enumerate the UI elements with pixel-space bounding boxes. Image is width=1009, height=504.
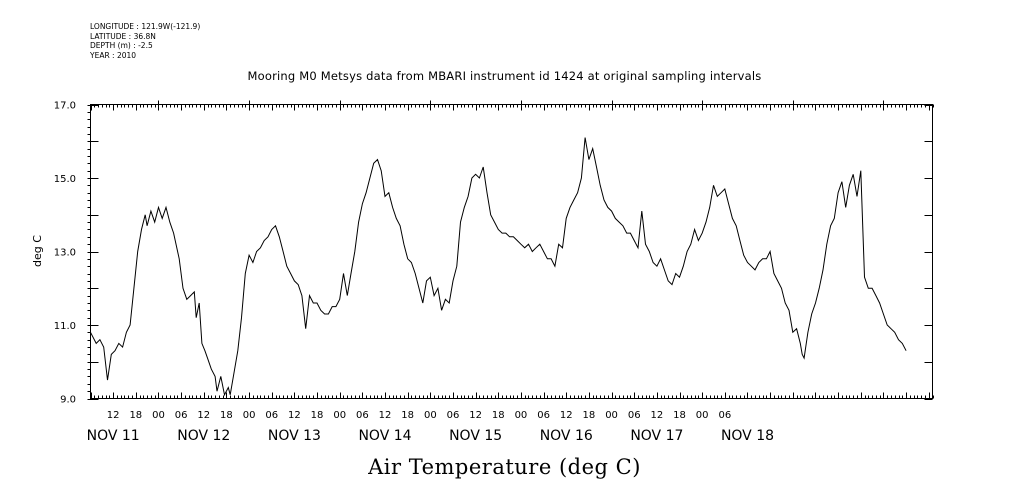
x-hour-label: 00 <box>605 410 618 421</box>
x-hour-label: 06 <box>718 410 731 421</box>
depth-text: DEPTH (m) : -2.5 <box>90 41 153 50</box>
x-hour-label: 18 <box>492 410 505 421</box>
x-hour-label: 12 <box>288 410 301 421</box>
y-tick-label: 13.0 <box>54 248 76 259</box>
x-hour-label: 00 <box>333 410 346 421</box>
x-hour-label: 18 <box>401 410 414 421</box>
x-hour-label: 00 <box>243 410 256 421</box>
location-metadata: LONGITUDE : 121.9W(-121.9) LATITUDE : 36… <box>90 22 200 60</box>
x-hour-label: 18 <box>673 410 686 421</box>
x-hour-label: 12 <box>469 410 482 421</box>
x-day-label: NOV 16 <box>540 428 593 444</box>
y-tick-labels: 9.0 11.0 13.0 15.0 17.0 <box>54 101 76 406</box>
x-hour-label: 18 <box>583 410 596 421</box>
y-tick-label: 15.0 <box>54 174 76 185</box>
x-hour-label: 12 <box>651 410 664 421</box>
x-day-label: NOV 15 <box>449 428 502 444</box>
x-hour-label: 06 <box>628 410 641 421</box>
x-hour-label: 18 <box>311 410 324 421</box>
x-hour-label: 06 <box>265 410 278 421</box>
y-tick-label: 9.0 <box>60 395 76 406</box>
x-hour-label: 00 <box>424 410 437 421</box>
x-day-label: NOV 11 <box>87 428 140 444</box>
axis-ticks <box>87 100 934 400</box>
x-hour-label: 00 <box>152 410 165 421</box>
x-hour-label: 06 <box>356 410 369 421</box>
x-day-label: NOV 13 <box>268 428 321 444</box>
y-axis-label: deg C <box>31 235 44 267</box>
x-hour-label: 12 <box>107 410 120 421</box>
x-day-label: NOV 17 <box>630 428 683 444</box>
chart-title: Mooring M0 Metsys data from MBARI instru… <box>247 69 762 83</box>
x-hour-label: 00 <box>696 410 709 421</box>
y-tick-label: 11.0 <box>54 321 76 332</box>
x-hour-label: 06 <box>175 410 188 421</box>
x-hour-label: 00 <box>515 410 528 421</box>
latitude-text: LATITUDE : 36.8N <box>90 31 156 41</box>
x-day-label: NOV 14 <box>358 428 411 444</box>
x-axis-title: Air Temperature (deg C) <box>368 455 641 479</box>
x-hour-label: 06 <box>537 410 550 421</box>
plot-frame <box>90 104 933 399</box>
x-day-label: NOV 18 <box>721 428 774 444</box>
x-hour-label: 12 <box>560 410 573 421</box>
x-hour-label: 06 <box>447 410 460 421</box>
x-hour-label: 18 <box>220 410 233 421</box>
series-line-air-temperature <box>90 137 907 397</box>
x-tick-labels: 12 18 00 06 12 18 00 06 12 18 00 06 12 18 00 06 12 18 00 06… <box>87 410 774 444</box>
y-tick-label: 17.0 <box>54 101 76 112</box>
x-day-label: NOV 12 <box>177 428 230 444</box>
longitude-text: LONGITUDE : 121.9W(-121.9) <box>90 22 201 31</box>
year-text: YEAR : 2010 <box>90 50 137 60</box>
x-hour-label: 12 <box>197 410 210 421</box>
x-hour-label: 18 <box>129 410 142 421</box>
x-hour-label: 12 <box>379 410 392 421</box>
